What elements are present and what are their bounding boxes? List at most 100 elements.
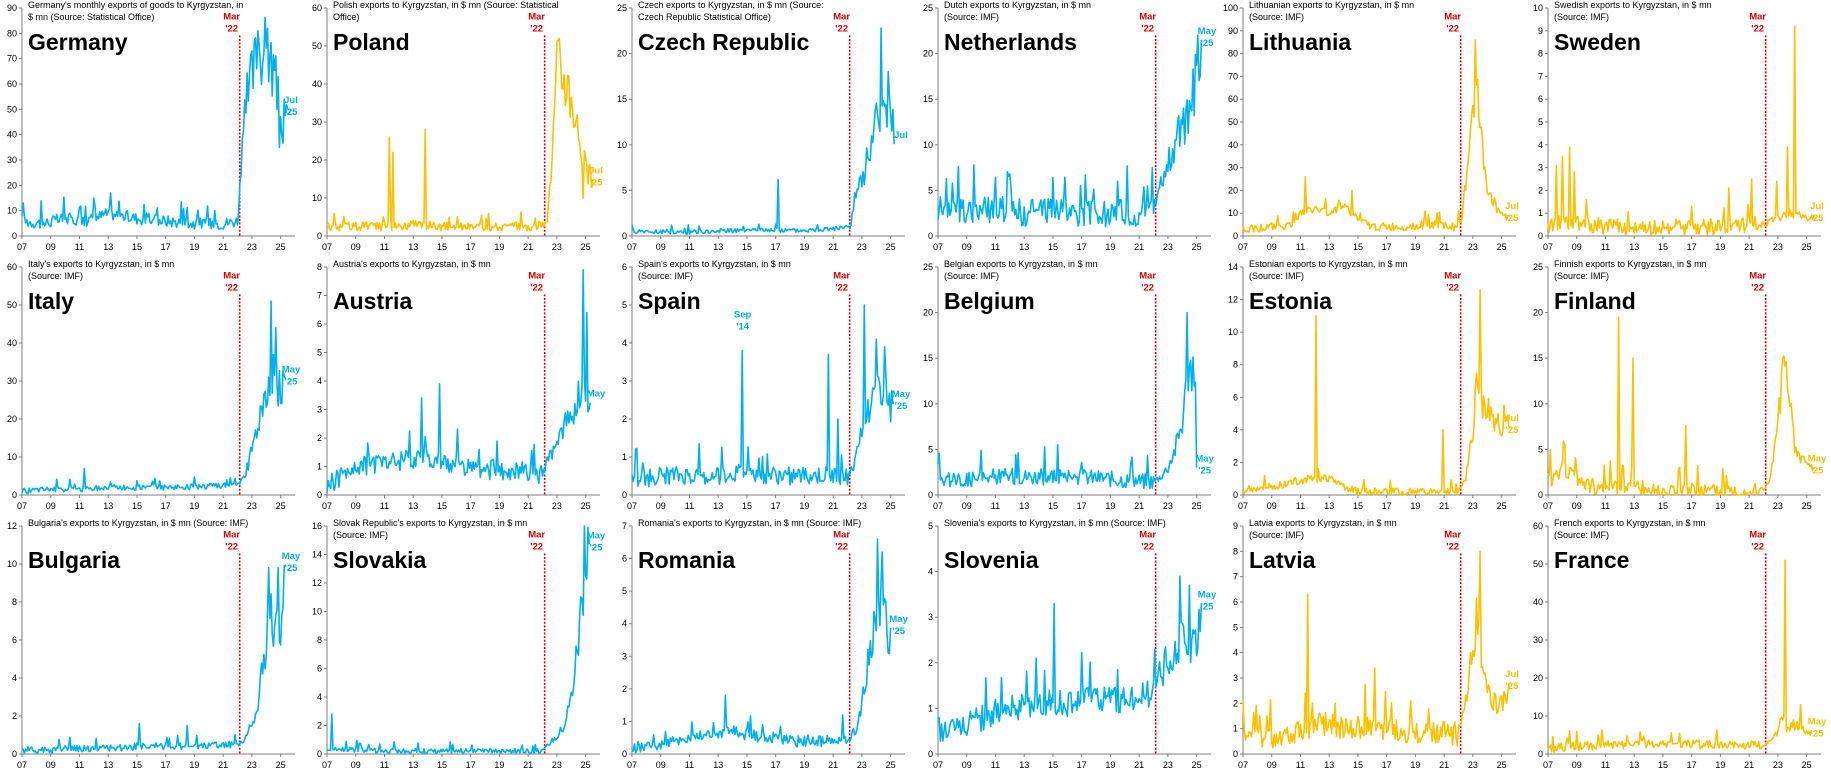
end-label: May '25 xyxy=(892,389,911,412)
x-tick-label: 19 xyxy=(189,760,199,770)
y-tick-label: 10 xyxy=(312,193,322,203)
x-tick-label: 17 xyxy=(771,242,781,252)
end-label: May '25 xyxy=(1198,590,1217,613)
x-tick-label: 19 xyxy=(494,501,504,511)
y-tick-label: 10 xyxy=(312,607,322,617)
x-tick-label: 15 xyxy=(132,242,142,252)
y-tick-label: 4 xyxy=(1233,648,1238,658)
x-tick-label: 21 xyxy=(1744,242,1754,252)
country-title: Bulgaria xyxy=(28,547,120,573)
y-tick-label: 0 xyxy=(622,231,627,241)
y-tick-label: 5 xyxy=(928,444,933,454)
y-tick-label: 80 xyxy=(1228,49,1238,59)
y-tick-label: 5 xyxy=(622,586,627,596)
x-tick-label: 09 xyxy=(46,760,56,770)
y-tick-label: 3 xyxy=(622,651,627,661)
y-tick-label: 2 xyxy=(928,658,933,668)
y-tick-label: 50 xyxy=(1228,117,1238,127)
y-tick-label: 20 xyxy=(312,155,322,165)
mar-22-marker-label: Mar '22 xyxy=(528,270,545,293)
mar-22-marker-label: Mar '22 xyxy=(1444,11,1461,34)
y-tick-label: 4 xyxy=(928,567,933,577)
chart-svg: 0 5 10 15 20 25 07 09 11 13 15 17 19 21 23 25 Mar'22 May'… xyxy=(923,0,1217,252)
x-tick-label: 11 xyxy=(75,501,84,511)
series-line xyxy=(21,16,289,230)
x-tick-label: 09 xyxy=(962,501,972,511)
y-tick-label: 0 xyxy=(12,749,17,759)
y-tick-label: 8 xyxy=(1538,49,1543,59)
y-tick-label: 80 xyxy=(7,28,17,38)
x-tick-label: 21 xyxy=(523,242,533,252)
x-tick-label: 19 xyxy=(1715,501,1725,511)
mar-22-marker-label: Mar '22 xyxy=(833,11,850,34)
x-tick-label: 13 xyxy=(1019,760,1029,770)
chart-caption: Italy's exports to Kyrgyzstan, in $ mn (S… xyxy=(28,259,174,281)
x-tick-label: 13 xyxy=(713,242,723,252)
x-tick-label: 25 xyxy=(886,242,896,252)
y-tick-label: 0 xyxy=(12,231,17,241)
x-tick-label: 17 xyxy=(1077,760,1087,770)
y-tick-label: 0 xyxy=(1233,231,1238,241)
x-tick-label: 07 xyxy=(627,501,637,511)
chart-panel-austria: 0 1 2 3 4 5 6 7 8 07 09 11 13 15 17 19 21 23 25 Mar '22 May Au… xyxy=(305,259,610,517)
x-tick-label: 09 xyxy=(1267,242,1277,252)
x-tick-label: 07 xyxy=(627,242,637,252)
x-tick-label: 25 xyxy=(581,242,591,252)
country-title: Romania xyxy=(638,547,735,573)
y-tick-label: 1 xyxy=(1538,208,1543,218)
chart-caption: Czech exports to Kyrgyzstan, in $ mn (So… xyxy=(638,0,824,22)
x-tick-label: 25 xyxy=(1802,501,1812,511)
x-tick-label: 13 xyxy=(1629,760,1639,770)
country-title: France xyxy=(1554,547,1629,573)
x-tick-label: 15 xyxy=(1658,242,1668,252)
x-tick-label: 21 xyxy=(218,242,228,252)
y-tick-label: 25 xyxy=(617,3,627,13)
x-tick-label: 19 xyxy=(1105,501,1115,511)
x-tick-label: 23 xyxy=(552,501,562,511)
y-tick-label: 10 xyxy=(1228,208,1238,218)
chart-panel-slovenia: 0 1 2 3 4 5 07 09 11 13 15 17 19 21 23 25 Mar '22 May '25 Sl… xyxy=(916,518,1221,776)
country-title: Slovakia xyxy=(333,547,427,573)
y-tick-label: 2 xyxy=(622,414,627,424)
x-tick-label: 25 xyxy=(276,501,286,511)
series-line xyxy=(326,525,590,755)
x-tick-label: 23 xyxy=(1773,501,1783,511)
chart-panel-bulgaria: 0 2 4 6 8 10 12 07 09 11 13 15 17 19 21 23 25 Mar '22 May '2… xyxy=(0,518,305,776)
x-tick-label: 15 xyxy=(1658,501,1668,511)
x-tick-label: 17 xyxy=(466,760,476,770)
x-tick-label: 21 xyxy=(1134,760,1144,770)
x-tick-label: 25 xyxy=(886,501,896,511)
x-tick-label: 21 xyxy=(828,760,838,770)
y-tick-label: 4 xyxy=(622,619,627,629)
y-tick-label: 50 xyxy=(7,300,17,310)
x-tick-label: 07 xyxy=(933,501,943,511)
y-tick-label: 5 xyxy=(928,521,933,531)
x-tick-label: 21 xyxy=(1134,242,1144,252)
chart-svg: 0 10 20 30 40 50 60 07 09 11 13 15 17 19 21 23 25 Mar '22 M… xyxy=(1533,518,1827,770)
x-tick-label: 19 xyxy=(799,242,809,252)
chart-panel-lithuania: 0 10 20 30 40 50 60 70 80 90 100 07 09 11 13 15 17 19 21 23… xyxy=(1221,0,1526,258)
x-tick-label: 17 xyxy=(1382,242,1392,252)
y-tick-label: 10 xyxy=(1533,711,1543,721)
mar-22-marker-label: Mar '22 xyxy=(528,11,545,34)
y-tick-label: 0 xyxy=(1538,490,1543,500)
x-tick-label: 25 xyxy=(1497,242,1507,252)
y-tick-label: 8 xyxy=(1233,360,1238,370)
y-tick-label: 25 xyxy=(1533,262,1543,272)
x-tick-label: 09 xyxy=(1572,242,1582,252)
y-tick-label: 2 xyxy=(12,711,17,721)
x-tick-label: 15 xyxy=(437,242,447,252)
x-tick-label: 23 xyxy=(552,242,562,252)
y-tick-label: 3 xyxy=(928,612,933,622)
x-tick-label: 09 xyxy=(656,760,666,770)
y-tick-label: 100 xyxy=(1223,3,1238,13)
x-tick-label: 23 xyxy=(857,760,867,770)
x-tick-label: 09 xyxy=(1572,501,1582,511)
x-tick-label: 09 xyxy=(1572,760,1582,770)
x-tick-label: 15 xyxy=(1048,501,1058,511)
x-tick-label: 13 xyxy=(713,760,723,770)
x-tick-label: 19 xyxy=(494,760,504,770)
x-tick-label: 13 xyxy=(1019,501,1029,511)
series-line xyxy=(937,311,1198,490)
